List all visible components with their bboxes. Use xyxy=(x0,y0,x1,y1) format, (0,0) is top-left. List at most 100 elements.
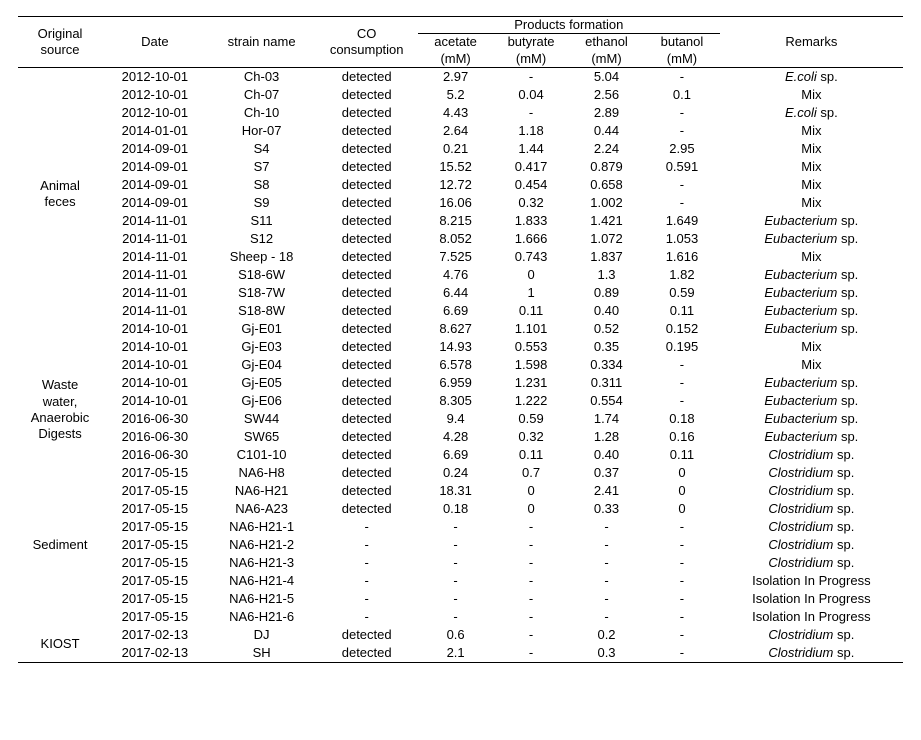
remarks-cell: Eubacterium sp. xyxy=(720,266,903,284)
remarks-cell: Eubacterium sp. xyxy=(720,392,903,410)
butanol-cell: 2.95 xyxy=(644,140,719,158)
co-cell: detected xyxy=(315,266,417,284)
butanol-cell: - xyxy=(644,67,719,86)
butyrate-cell: 0.59 xyxy=(493,410,568,428)
table-row: KIOST2017-02-13DJdetected0.6-0.2-Clostri… xyxy=(18,626,903,644)
remarks-cell: Mix xyxy=(720,86,903,104)
ethanol-cell: 0.879 xyxy=(569,158,644,176)
strain-cell: S4 xyxy=(208,140,316,158)
acetate-cell: 4.28 xyxy=(418,428,493,446)
date-cell: 2017-05-15 xyxy=(102,500,208,518)
butyrate-cell: 1.231 xyxy=(493,374,568,392)
acetate-cell: - xyxy=(418,518,493,536)
remarks-cell: Eubacterium sp. xyxy=(720,212,903,230)
col-butanol: butanol(mM) xyxy=(644,34,719,68)
acetate-cell: 18.31 xyxy=(418,482,493,500)
date-cell: 2014-10-01 xyxy=(102,320,208,338)
strain-cell: S9 xyxy=(208,194,316,212)
co-cell: detected xyxy=(315,374,417,392)
strain-cell: S12 xyxy=(208,230,316,248)
butyrate-cell: - xyxy=(493,626,568,644)
table-row: 2017-05-15NA6-H21-5-----Isolation In Pro… xyxy=(18,590,903,608)
co-cell: detected xyxy=(315,644,417,663)
table-row: Sediment2017-05-15NA6-H21-1-----Clostrid… xyxy=(18,518,903,536)
ethanol-cell: 0.52 xyxy=(569,320,644,338)
table-row: 2012-10-01Ch-10detected4.43-2.89-E.coli … xyxy=(18,104,903,122)
acetate-cell: 4.43 xyxy=(418,104,493,122)
butanol-cell: - xyxy=(644,176,719,194)
table-row: 2017-05-15NA6-H21detected18.3102.410Clos… xyxy=(18,482,903,500)
col-products-group: Products formation xyxy=(418,17,720,34)
butanol-cell: 0.59 xyxy=(644,284,719,302)
data-table: Originalsource Date strain name COconsum… xyxy=(18,16,903,663)
date-cell: 2012-10-01 xyxy=(102,104,208,122)
table-row: 2014-09-01S4detected0.211.442.242.95Mix xyxy=(18,140,903,158)
strain-cell: C101-10 xyxy=(208,446,316,464)
co-cell: detected xyxy=(315,500,417,518)
table-row: Wastewater,AnaerobicDigests2014-10-01Gj-… xyxy=(18,320,903,338)
co-cell: detected xyxy=(315,67,417,86)
strain-cell: Hor-07 xyxy=(208,122,316,140)
remarks-cell: E.coli sp. xyxy=(720,67,903,86)
butanol-cell: 0 xyxy=(644,482,719,500)
acetate-cell: - xyxy=(418,572,493,590)
strain-cell: NA6-H21-2 xyxy=(208,536,316,554)
col-strain: strain name xyxy=(208,17,316,68)
strain-cell: NA6-H21-6 xyxy=(208,608,316,626)
butyrate-cell: 1.833 xyxy=(493,212,568,230)
acetate-cell: 0.6 xyxy=(418,626,493,644)
butanol-cell: - xyxy=(644,122,719,140)
co-cell: detected xyxy=(315,338,417,356)
acetate-cell: 8.627 xyxy=(418,320,493,338)
butanol-cell: 1.82 xyxy=(644,266,719,284)
strain-cell: SH xyxy=(208,644,316,663)
ethanol-cell: 1.421 xyxy=(569,212,644,230)
date-cell: 2014-10-01 xyxy=(102,374,208,392)
co-cell: - xyxy=(315,536,417,554)
butanol-cell: 0.16 xyxy=(644,428,719,446)
ethanol-cell: - xyxy=(569,518,644,536)
remarks-cell: Clostridium sp. xyxy=(720,464,903,482)
acetate-cell: - xyxy=(418,590,493,608)
butanol-cell: - xyxy=(644,554,719,572)
strain-cell: Gj-E05 xyxy=(208,374,316,392)
date-cell: 2014-09-01 xyxy=(102,158,208,176)
ethanol-cell: 0.35 xyxy=(569,338,644,356)
strain-cell: NA6-H21-3 xyxy=(208,554,316,572)
table-row: 2014-11-01S18-7Wdetected6.4410.890.59Eub… xyxy=(18,284,903,302)
col-co: COconsumption xyxy=(315,17,417,68)
remarks-cell: Mix xyxy=(720,194,903,212)
strain-cell: S18-8W xyxy=(208,302,316,320)
ethanol-cell: - xyxy=(569,554,644,572)
butyrate-cell: 1 xyxy=(493,284,568,302)
butyrate-cell: 1.101 xyxy=(493,320,568,338)
co-cell: detected xyxy=(315,284,417,302)
remarks-cell: Eubacterium sp. xyxy=(720,230,903,248)
strain-cell: DJ xyxy=(208,626,316,644)
table-row: Animalfeces2012-10-01Ch-03detected2.97-5… xyxy=(18,67,903,86)
butanol-cell: - xyxy=(644,518,719,536)
acetate-cell: 2.64 xyxy=(418,122,493,140)
remarks-cell: Mix xyxy=(720,122,903,140)
date-cell: 2014-11-01 xyxy=(102,230,208,248)
butyrate-cell: 1.18 xyxy=(493,122,568,140)
acetate-cell: 8.215 xyxy=(418,212,493,230)
ethanol-cell: 1.28 xyxy=(569,428,644,446)
butyrate-cell: - xyxy=(493,67,568,86)
butyrate-cell: - xyxy=(493,554,568,572)
date-cell: 2014-01-01 xyxy=(102,122,208,140)
co-cell: detected xyxy=(315,86,417,104)
co-cell: detected xyxy=(315,464,417,482)
date-cell: 2012-10-01 xyxy=(102,86,208,104)
co-cell: detected xyxy=(315,320,417,338)
butyrate-cell: 0 xyxy=(493,500,568,518)
col-source: Originalsource xyxy=(18,17,102,68)
butyrate-cell: 0.417 xyxy=(493,158,568,176)
date-cell: 2017-05-15 xyxy=(102,518,208,536)
acetate-cell: - xyxy=(418,608,493,626)
butanol-cell: 0.11 xyxy=(644,446,719,464)
ethanol-cell: 1.74 xyxy=(569,410,644,428)
strain-cell: NA6-H21 xyxy=(208,482,316,500)
butanol-cell: - xyxy=(644,572,719,590)
strain-cell: SW65 xyxy=(208,428,316,446)
